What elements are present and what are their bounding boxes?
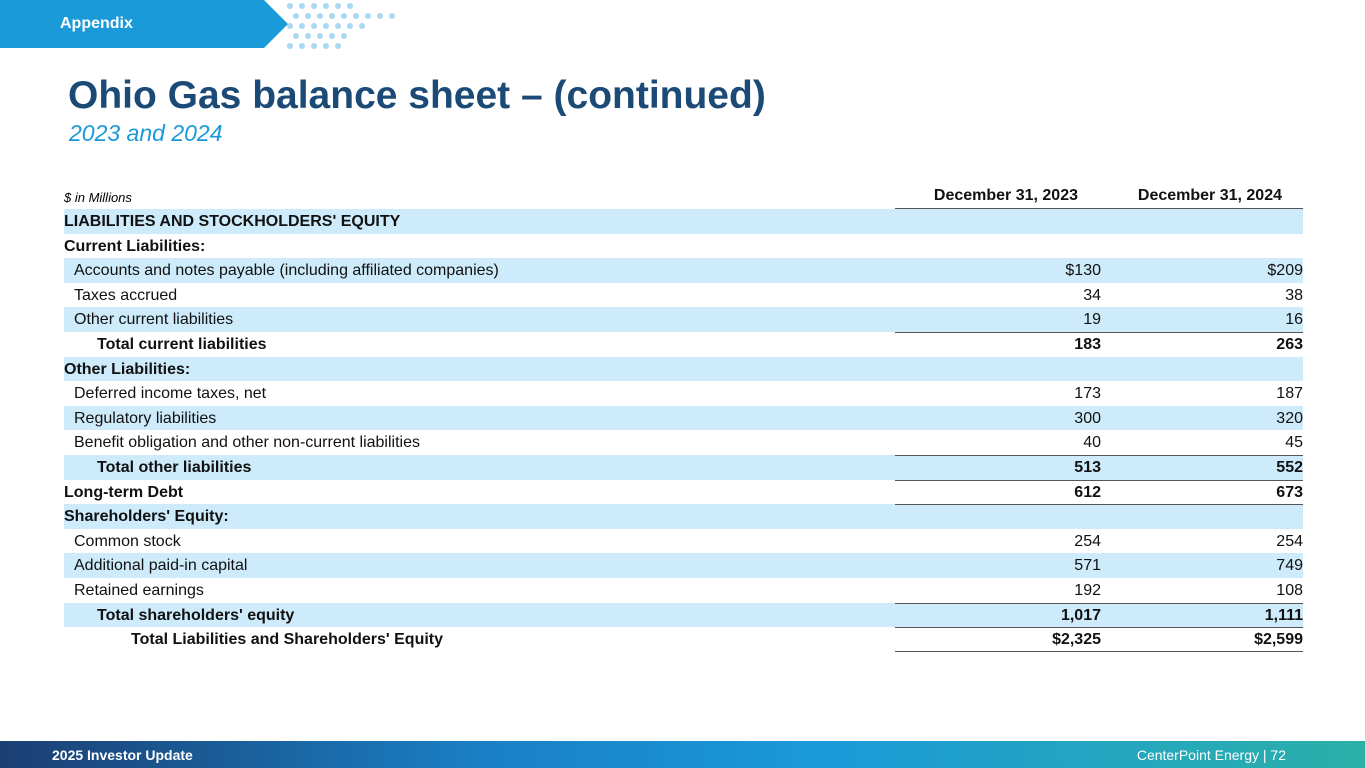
table-row: LIABILITIES AND STOCKHOLDERS' EQUITY [64, 209, 1303, 234]
table-row: Retained earnings 192 108 [64, 578, 1303, 603]
value-2024: 108 [1276, 581, 1303, 599]
table-row: Benefit obligation and other non-current… [64, 430, 1303, 455]
table-row: Taxes accrued 34 38 [64, 283, 1303, 308]
row-label: Benefit obligation and other non-current… [74, 434, 420, 452]
section-tag-label: Appendix [60, 15, 133, 32]
value-2023: 612 [1074, 483, 1101, 501]
value-2023: 1,017 [1060, 606, 1101, 624]
row-label: Common stock [74, 532, 181, 550]
row-label: Retained earnings [74, 581, 204, 599]
value-2024: 38 [1285, 286, 1303, 304]
decorative-dots [287, 3, 395, 49]
value-2023: 40 [1083, 434, 1101, 452]
table-row: Other current liabilities 19 16 [64, 307, 1303, 332]
value-2023: 571 [1074, 557, 1101, 575]
value-2024: 1,111 [1264, 606, 1303, 624]
balance-sheet-table: LIABILITIES AND STOCKHOLDERS' EQUITY Cur… [64, 209, 1303, 652]
table-row: Accounts and notes payable (including af… [64, 258, 1303, 283]
value-2024: $209 [1267, 262, 1303, 280]
value-2024: 187 [1276, 385, 1303, 403]
value-2024: 673 [1276, 483, 1303, 501]
table-row-total: Total other liabilities 513 552 [64, 454, 1303, 480]
header-rule [895, 208, 1303, 209]
units-note: $ in Millions [64, 190, 132, 205]
row-label: Long-term Debt [64, 483, 184, 501]
value-2023: 173 [1074, 385, 1101, 403]
row-label: Other Liabilities: [64, 360, 191, 378]
row-label: Taxes accrued [74, 286, 178, 304]
value-2023: 513 [1074, 458, 1101, 476]
value-2023: 34 [1083, 286, 1101, 304]
value-2024: 552 [1276, 458, 1303, 476]
table-row: Additional paid-in capital 571 749 [64, 553, 1303, 578]
row-label: LIABILITIES AND STOCKHOLDERS' EQUITY [64, 213, 401, 230]
table-row: Current Liabilities: [64, 234, 1303, 259]
row-label: Total Liabilities and Shareholders' Equi… [131, 631, 444, 649]
value-2023: 300 [1074, 409, 1101, 427]
value-2024: $2,599 [1254, 631, 1303, 649]
column-header-2024: December 31, 2024 [1137, 187, 1282, 204]
row-label: Current Liabilities: [64, 237, 206, 255]
value-2024: 749 [1276, 557, 1303, 575]
row-label: Total other liabilities [97, 458, 252, 476]
value-2023: 19 [1083, 311, 1101, 329]
value-2024: 16 [1285, 311, 1303, 329]
value-2024: 254 [1276, 532, 1303, 550]
value-2023: 183 [1074, 335, 1101, 353]
table-row: Common stock 254 254 [64, 529, 1303, 554]
row-label: Regulatory liabilities [74, 409, 217, 427]
table-row-total: Total current liabilities 183 263 [64, 331, 1303, 357]
footer-bar: 2025 Investor Update CenterPoint Energy … [0, 741, 1365, 768]
footer-right-text: CenterPoint Energy | 72 [1136, 747, 1286, 763]
row-label: Deferred income taxes, net [74, 385, 267, 403]
table-row-total: Total shareholders' equity 1,017 1,111 [64, 602, 1303, 628]
table-row: Regulatory liabilities 300 320 [64, 405, 1303, 431]
row-label: Accounts and notes payable (including af… [74, 262, 499, 280]
table-row: Long-term Debt 612 673 [64, 479, 1303, 505]
section-tag: Appendix [0, 0, 288, 48]
value-2024: 320 [1276, 409, 1303, 427]
row-label: Additional paid-in capital [74, 557, 248, 575]
column-header-2023: December 31, 2023 [933, 187, 1078, 204]
value-2023: 254 [1074, 532, 1101, 550]
table-row: Deferred income taxes, net 173 187 [64, 381, 1303, 406]
footer-left-text: 2025 Investor Update [52, 747, 193, 763]
value-2024: 45 [1285, 434, 1303, 452]
row-label: Other current liabilities [74, 311, 234, 329]
page-subtitle: 2023 and 2024 [69, 120, 223, 146]
value-2023: 192 [1074, 581, 1101, 599]
table-row-grand-total: Total Liabilities and Shareholders' Equi… [64, 627, 1303, 652]
value-2023: $130 [1065, 262, 1101, 280]
table-row: Shareholders' Equity: [64, 504, 1303, 529]
value-2023: $2,325 [1052, 631, 1101, 649]
value-2024: 263 [1276, 335, 1303, 353]
page-title: Ohio Gas balance sheet – (continued) [68, 74, 766, 117]
row-label: Shareholders' Equity: [64, 508, 229, 526]
table-row: Other Liabilities: [64, 356, 1303, 382]
row-label: Total shareholders' equity [97, 606, 295, 624]
row-label: Total current liabilities [97, 335, 267, 353]
